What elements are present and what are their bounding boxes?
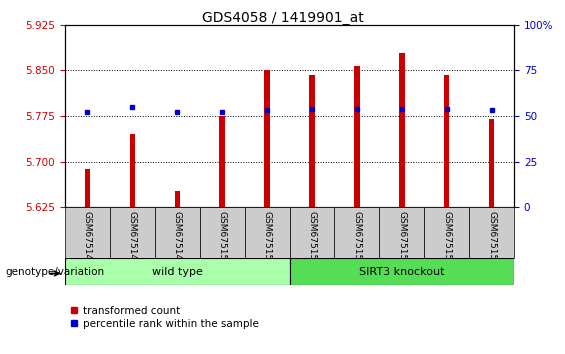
Bar bbox=[354, 66, 360, 207]
Bar bbox=[245, 207, 289, 258]
Bar bbox=[469, 207, 514, 258]
Bar bbox=[489, 119, 494, 207]
Bar bbox=[264, 70, 270, 207]
Bar bbox=[129, 134, 135, 207]
Bar bbox=[289, 207, 334, 258]
Bar bbox=[110, 207, 155, 258]
Bar bbox=[85, 169, 90, 207]
Bar bbox=[65, 258, 289, 285]
Bar bbox=[334, 207, 380, 258]
Bar bbox=[155, 207, 200, 258]
Text: GSM675147: GSM675147 bbox=[83, 211, 92, 266]
Text: GSM675153: GSM675153 bbox=[353, 211, 362, 266]
Text: GSM675149: GSM675149 bbox=[173, 211, 182, 266]
Text: GSM675156: GSM675156 bbox=[487, 211, 496, 266]
Text: GSM675148: GSM675148 bbox=[128, 211, 137, 266]
Bar bbox=[424, 207, 469, 258]
Bar bbox=[444, 75, 450, 207]
Bar bbox=[289, 258, 514, 285]
Text: GSM675151: GSM675151 bbox=[263, 211, 272, 266]
Bar bbox=[399, 53, 405, 207]
Bar bbox=[380, 207, 424, 258]
Text: SIRT3 knockout: SIRT3 knockout bbox=[359, 267, 445, 277]
Text: genotype/variation: genotype/variation bbox=[6, 267, 105, 277]
Legend: transformed count, percentile rank within the sample: transformed count, percentile rank withi… bbox=[70, 306, 259, 329]
Bar bbox=[309, 75, 315, 207]
Bar bbox=[200, 207, 245, 258]
Bar bbox=[65, 207, 110, 258]
Text: GSM675154: GSM675154 bbox=[397, 211, 406, 266]
Text: GSM675155: GSM675155 bbox=[442, 211, 451, 266]
Text: GSM675150: GSM675150 bbox=[218, 211, 227, 266]
Text: GSM675152: GSM675152 bbox=[307, 211, 316, 266]
Bar bbox=[219, 116, 225, 207]
Text: wild type: wild type bbox=[152, 267, 203, 277]
Text: GDS4058 / 1419901_at: GDS4058 / 1419901_at bbox=[202, 11, 363, 25]
Bar bbox=[175, 191, 180, 207]
